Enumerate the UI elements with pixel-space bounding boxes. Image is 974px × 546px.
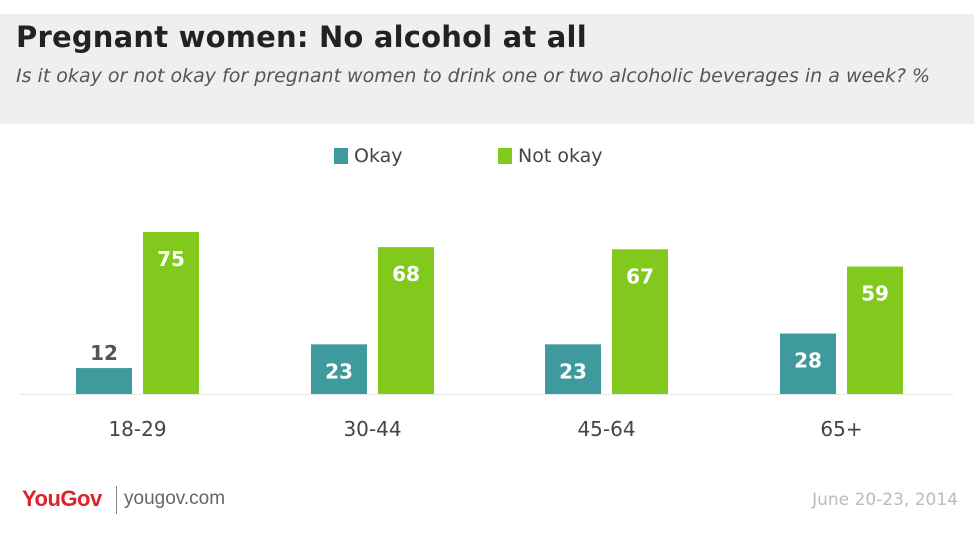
data-label-okay-65+: 28 <box>794 349 822 373</box>
yougov-logo: YouGov <box>22 486 102 511</box>
category-label-65+: 65+ <box>820 417 862 441</box>
bar-not-okay-45-64 <box>612 249 668 394</box>
legend-swatch-not-okay <box>498 148 512 164</box>
chart-subtitle: Is it okay or not okay for pregnant wome… <box>16 65 931 87</box>
category-label-18-29: 18-29 <box>108 417 166 441</box>
footer-date: June 20-23, 2014 <box>812 490 958 510</box>
chart-title: Pregnant women: No alcohol at all <box>16 20 587 54</box>
bar-okay-18-29 <box>76 368 132 394</box>
bar-okay-30-44 <box>311 344 367 394</box>
legend-label-okay: Okay <box>354 145 403 167</box>
footer-divider <box>116 486 117 514</box>
category-label-45-64: 45-64 <box>577 417 635 441</box>
bar-not-okay-30-44 <box>378 247 434 394</box>
bar-okay-65+ <box>780 333 836 394</box>
header-panel <box>0 14 974 124</box>
legend-swatch-okay <box>334 148 348 164</box>
bar-not-okay-65+ <box>847 266 903 394</box>
bar-not-okay-18-29 <box>143 232 199 394</box>
legend-label-not-okay: Not okay <box>518 145 603 167</box>
bar-okay-45-64 <box>545 344 601 394</box>
legend: Okay Not okay <box>0 145 974 175</box>
data-label-okay-30-44: 23 <box>325 359 353 383</box>
category-label-30-44: 30-44 <box>343 417 401 441</box>
footer-url[interactable]: yougov.com <box>124 488 226 509</box>
data-label-not-okay-45-64: 67 <box>626 264 654 288</box>
data-label-okay-18-29: 12 <box>90 341 118 365</box>
data-label-not-okay-30-44: 68 <box>392 262 420 286</box>
legend-item-okay: Okay <box>334 145 403 167</box>
legend-item-not-okay: Not okay <box>498 145 603 167</box>
data-label-not-okay-18-29: 75 <box>157 247 185 271</box>
data-label-okay-45-64: 23 <box>559 359 587 383</box>
data-label-not-okay-65+: 59 <box>861 282 889 306</box>
